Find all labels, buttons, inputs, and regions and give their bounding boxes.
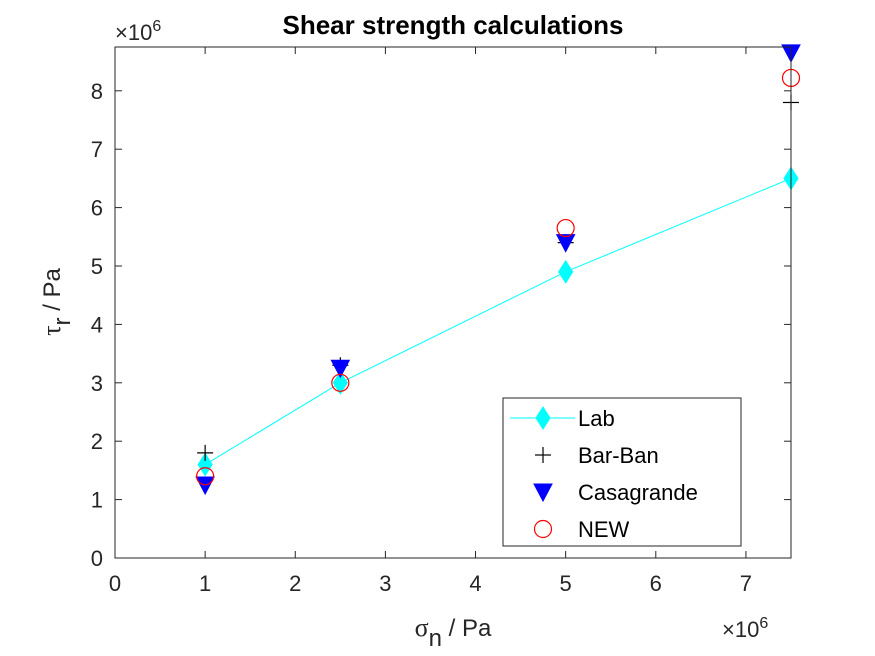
legend-label: Casagrande — [578, 480, 698, 505]
data-point-casagrande — [195, 476, 215, 496]
ticks-layer: 0 1 2 3 4 5 6 7 0 1 2 3 4 5 6 7 8 — [91, 47, 791, 596]
legend-items: Lab Bar-Ban Casagrande NEW — [510, 406, 698, 542]
x-tick-label: 0 — [109, 571, 121, 596]
x-axis-symbol: σ — [415, 613, 429, 642]
y-tick-label: 4 — [91, 312, 103, 337]
x-tick-label: 6 — [650, 571, 662, 596]
y-tick-label: 0 — [91, 546, 103, 571]
legend-item-lab: Lab — [510, 406, 615, 431]
data-point-bar-ban — [197, 444, 214, 461]
legend-label: Lab — [578, 406, 615, 431]
data-point-lab — [332, 370, 348, 395]
data-point-casagrande — [330, 359, 351, 379]
y-tick-label: 6 — [91, 196, 103, 221]
legend-marker — [533, 519, 553, 539]
legend-item-casagrande: Casagrande — [533, 480, 698, 505]
legend-label: Bar-Ban — [578, 443, 659, 468]
x-tick-label: 5 — [560, 571, 572, 596]
y-exponent-label: ×106 — [115, 18, 161, 45]
x-exponent-label: ×106 — [722, 615, 768, 642]
legend-marker — [533, 483, 553, 503]
y-axis-symbol: τ — [37, 325, 66, 335]
legend-marker — [535, 406, 551, 430]
data-point-new — [331, 373, 350, 392]
legend-label: NEW — [578, 517, 630, 542]
x-axis-unit: / Pa — [442, 615, 492, 642]
x-tick-label: 3 — [379, 571, 391, 596]
x-tick-label: 4 — [469, 571, 481, 596]
series-line-lab — [204, 177, 792, 465]
data-point-new — [556, 218, 575, 238]
y-tick-label: 8 — [91, 79, 103, 104]
x-tick-label: 7 — [740, 571, 752, 596]
y-axis-unit: / Pa — [39, 267, 66, 317]
y-tick-label: 1 — [91, 488, 103, 513]
series-casagrande — [195, 44, 801, 496]
y-tick-label: 7 — [91, 137, 103, 162]
data-point-lab — [197, 452, 213, 477]
y-tick-label: 2 — [91, 429, 103, 454]
y-tick-label: 3 — [91, 371, 103, 396]
x-tick-label: 1 — [199, 571, 211, 596]
x-axis-subscript: n — [429, 625, 442, 652]
x-tick-label: 2 — [289, 571, 301, 596]
legend-item-bar-ban: Bar-Ban — [535, 443, 659, 468]
legend-marker — [535, 447, 551, 463]
legend-item-new: NEW — [533, 517, 630, 542]
data-point-lab — [558, 259, 574, 284]
axes-box — [114, 46, 792, 559]
y-tick-label: 5 — [91, 254, 103, 279]
data-point-new — [196, 467, 215, 486]
x-axis-label: σn / Pa — [415, 613, 492, 652]
y-axis-subscript: r — [49, 317, 76, 325]
series-lab — [197, 166, 799, 477]
chart-title: Shear strength calculations — [283, 10, 624, 40]
data-point-casagrande — [555, 234, 576, 253]
legend: Lab Bar-Ban Casagrande NEW — [502, 397, 742, 547]
y-axis-label: τr / Pa — [37, 267, 76, 335]
